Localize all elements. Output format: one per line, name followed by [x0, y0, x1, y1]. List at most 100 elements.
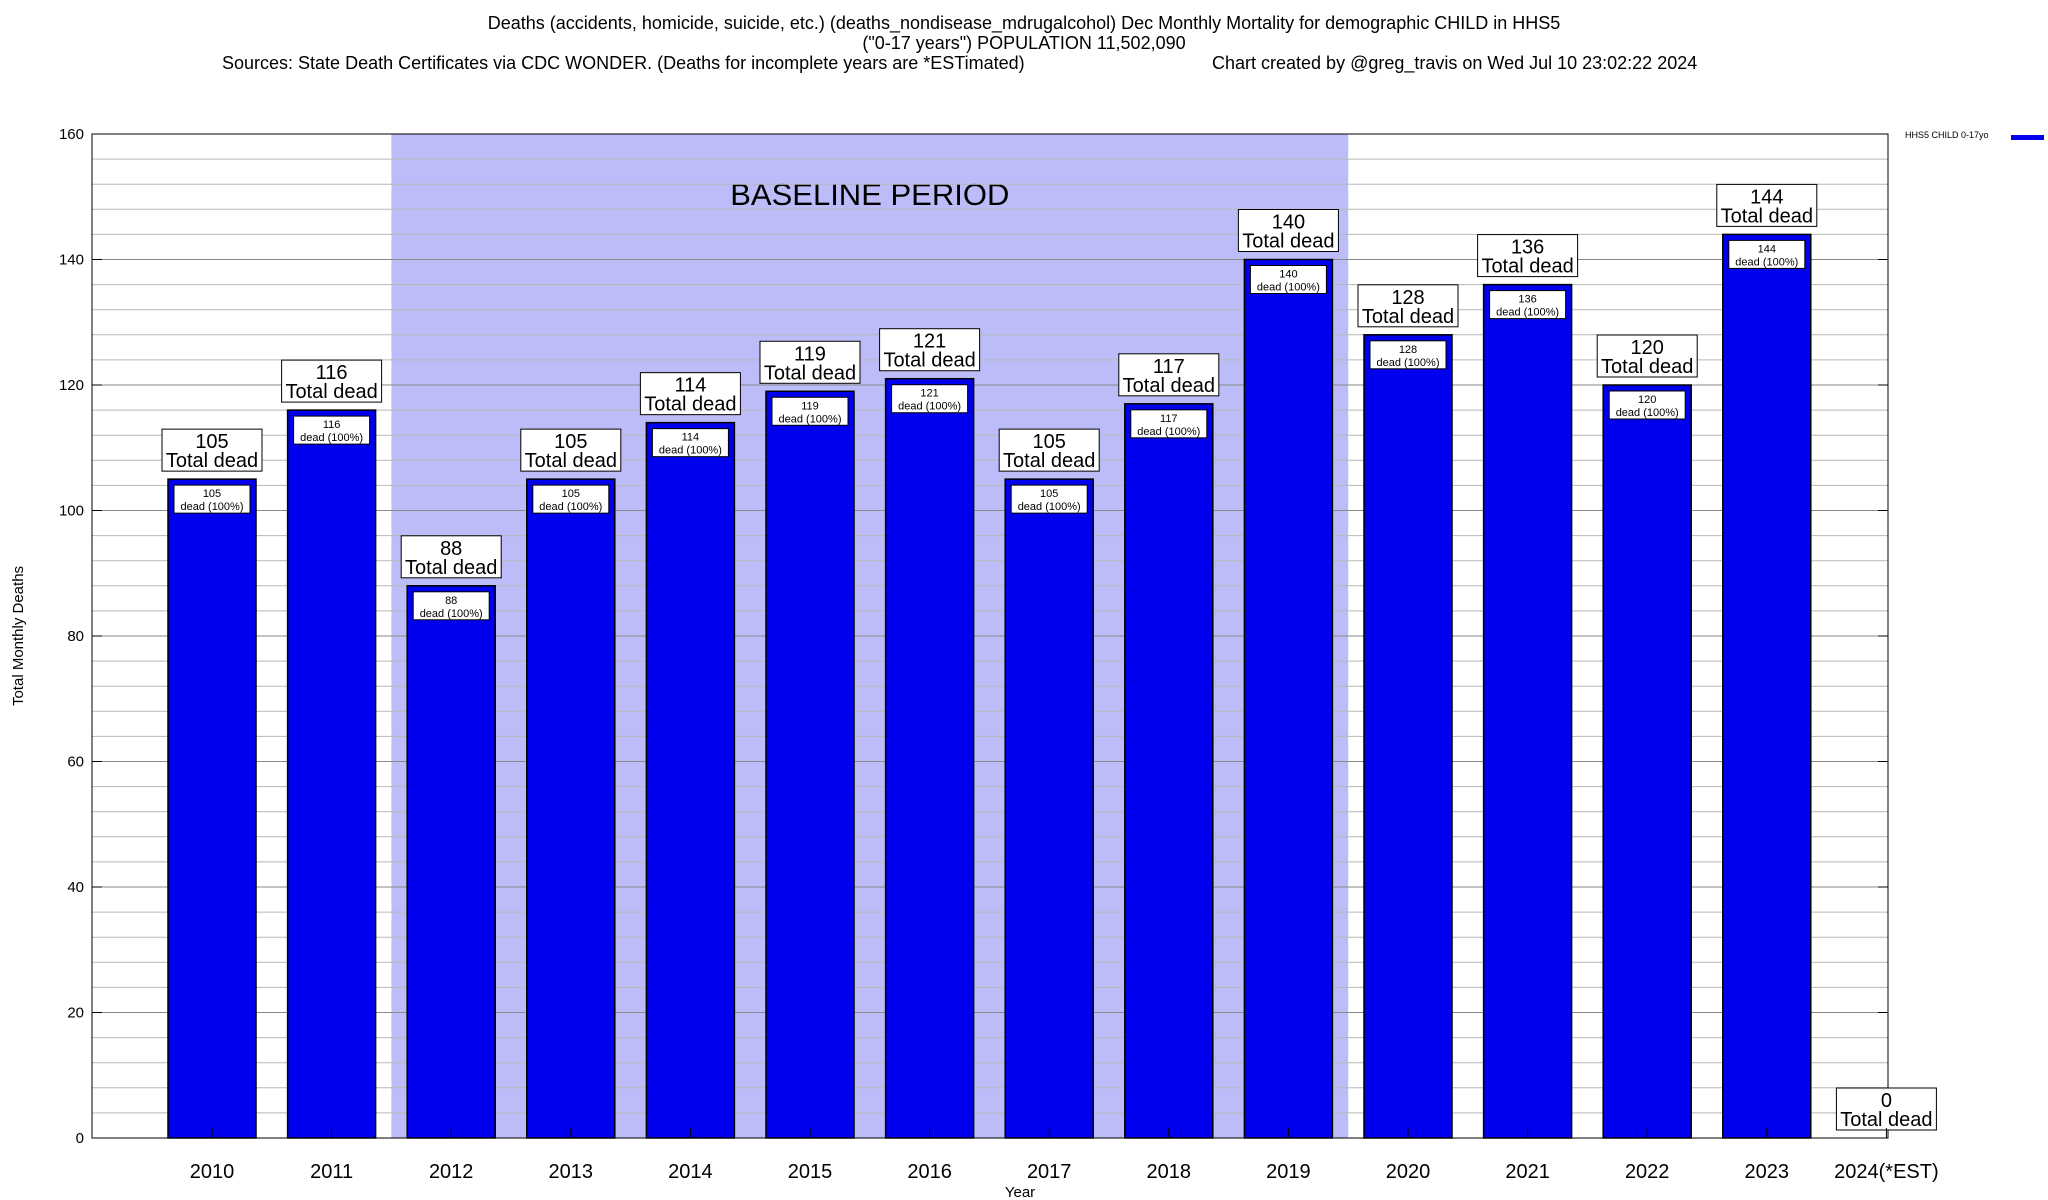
inner-percent-label: dead (100%) [1377, 357, 1440, 369]
x-tick-label: 2022 [1625, 1161, 1670, 1183]
total-value-label: 144 [1750, 186, 1783, 208]
chart-sources: Sources: State Death Certificates via CD… [222, 53, 1025, 73]
inner-value-label: 105 [1040, 488, 1058, 500]
total-label-box [759, 340, 861, 384]
inner-label-box [1249, 265, 1327, 294]
x-tick-label: 2011 [310, 1161, 353, 1183]
total-label-box [998, 428, 1100, 472]
x-tick-label: 2021 [1505, 1161, 1550, 1183]
inner-label-box [891, 384, 969, 414]
y-tick-label: 0 [76, 1130, 84, 1147]
x-tick-label: 2012 [429, 1161, 474, 1183]
total-label-box [1477, 234, 1579, 278]
inner-value-label: 116 [323, 419, 341, 431]
inner-value-label: 121 [920, 388, 938, 400]
inner-value-label: 119 [801, 400, 819, 412]
inner-value-label: 105 [203, 488, 221, 500]
total-value-label: 105 [1033, 431, 1066, 453]
total-dead-label: Total dead [405, 557, 497, 579]
inner-label-box [1489, 290, 1567, 320]
y-tick-label: 80 [67, 628, 84, 645]
x-tick-label: 2015 [788, 1161, 833, 1183]
baseline-band-label: BASELINE PERIOD [730, 177, 1009, 212]
total-dead-label: Total dead [883, 350, 975, 372]
x-axis-label: Year [1005, 1184, 1035, 1200]
bar-2020 [1363, 334, 1453, 1139]
total-label-box [639, 372, 741, 416]
total-value-label: 136 [1511, 237, 1544, 259]
total-value-label: 117 [1153, 356, 1185, 378]
y-axis-label: Total Monthly Deaths [10, 566, 27, 706]
x-tick-label: 2014 [668, 1161, 713, 1183]
total-label-box [161, 428, 263, 472]
inner-value-label: 140 [1279, 269, 1297, 281]
x-tick-label: 2018 [1147, 1161, 1192, 1183]
inner-percent-label: dead (100%) [300, 432, 363, 444]
inner-label-box [771, 396, 849, 426]
inner-label-box [293, 415, 371, 445]
chart-credit: Chart created by @greg_travis on Wed Jul… [1212, 53, 1698, 73]
inner-label-box [1010, 484, 1088, 514]
inner-label-box [651, 428, 729, 458]
inner-label-box [1369, 340, 1447, 370]
x-tick-label: 2013 [549, 1161, 594, 1183]
y-tick-label: 60 [67, 754, 84, 771]
bar-2023 [1722, 233, 1812, 1139]
legend-swatch [2011, 135, 2044, 140]
legend-label: HHS5 CHILD 0-17yo [1905, 130, 1989, 140]
x-tick-label: 2023 [1745, 1161, 1790, 1183]
inner-value-label: 117 [1160, 413, 1178, 425]
inner-value-label: 114 [682, 432, 700, 444]
total-dead-label: Total dead [1840, 1109, 1932, 1131]
y-tick-label: 140 [59, 252, 84, 269]
total-dead-label: Total dead [1242, 231, 1334, 253]
total-dead-label: Total dead [285, 381, 377, 403]
bar-2022 [1602, 384, 1692, 1139]
total-value-label: 128 [1391, 287, 1424, 309]
total-label-box [1357, 284, 1459, 328]
bar-2010 [167, 478, 257, 1139]
y-tick-label: 120 [59, 377, 84, 394]
total-label-box [1237, 209, 1339, 252]
total-label-box [1716, 183, 1818, 227]
inner-value-label: 120 [1638, 394, 1656, 406]
bar-2018 [1124, 403, 1214, 1139]
total-value-label: 105 [554, 431, 587, 453]
total-dead-label: Total dead [1481, 256, 1573, 278]
y-tick-label: 40 [67, 879, 84, 896]
y-tick-label: 100 [59, 503, 84, 520]
inner-percent-label: dead (100%) [779, 413, 842, 425]
inner-percent-label: dead (100%) [181, 501, 244, 513]
inner-label-box [1608, 390, 1686, 420]
total-value-label: 140 [1272, 212, 1305, 234]
x-tick-label: 2016 [907, 1161, 952, 1183]
inner-label-box [173, 484, 251, 514]
y-tick-label: 20 [67, 1005, 84, 1022]
bar-2014 [645, 421, 736, 1139]
bar-2015 [765, 390, 855, 1139]
total-dead-label: Total dead [1003, 450, 1095, 472]
total-label-box [1835, 1087, 1937, 1131]
inner-value-label: 105 [562, 488, 580, 500]
inner-label-box [412, 591, 490, 621]
x-tick-label: 2017 [1027, 1161, 1072, 1183]
total-dead-label: Total dead [1123, 375, 1215, 397]
total-label-box [520, 428, 622, 472]
inner-percent-label: dead (100%) [1257, 282, 1320, 294]
total-label-box [281, 359, 383, 403]
chart-title-line1: Deaths (accidents, homicide, suicide, et… [487, 13, 1561, 33]
x-tick-label: 2024(*EST) [1834, 1161, 1939, 1183]
inner-value-label: 144 [1758, 243, 1776, 255]
inner-value-label: 136 [1518, 294, 1536, 306]
total-value-label: 120 [1631, 337, 1664, 359]
inner-percent-label: dead (100%) [1496, 307, 1559, 319]
inner-percent-label: dead (100%) [420, 608, 483, 620]
x-tick-label: 2020 [1386, 1161, 1431, 1183]
bar-2016 [884, 377, 975, 1139]
inner-percent-label: dead (100%) [1137, 426, 1200, 438]
total-dead-label: Total dead [525, 450, 617, 472]
chart-title-line2: ("0-17 years") POPULATION 11,502,090 [862, 33, 1186, 53]
plot-frame [91, 133, 1889, 1139]
total-value-label: 119 [794, 343, 826, 365]
